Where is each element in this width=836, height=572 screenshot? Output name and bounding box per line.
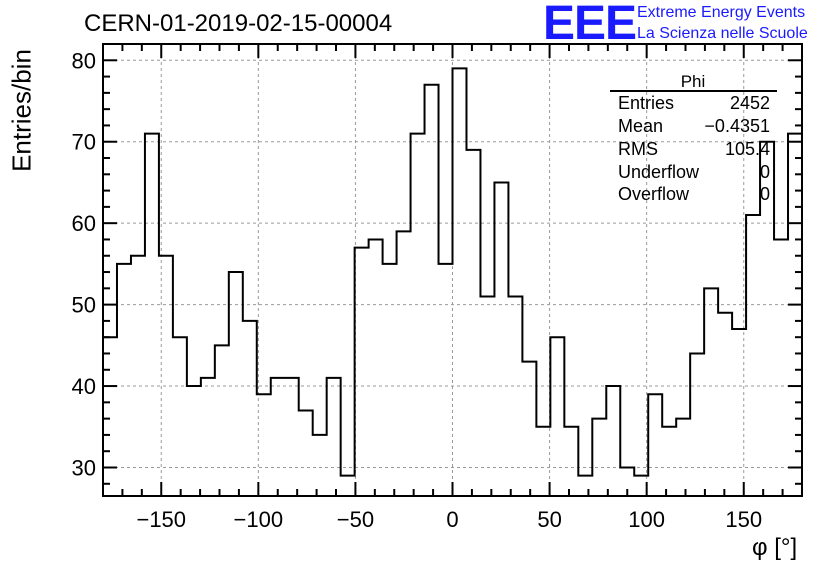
logo-line-1: Extreme Energy Events [637, 4, 806, 21]
stats-title: Phi [680, 72, 706, 91]
y-tick-label: 70 [72, 130, 96, 155]
y-tick-label: 40 [72, 374, 96, 399]
y-tick-labels: 30 40 50 60 70 80 [72, 48, 96, 480]
x-tick-label: 150 [725, 507, 762, 532]
histogram-line [102, 67, 802, 496]
y-tick-label: 30 [72, 455, 96, 480]
x-tick-label: 100 [628, 507, 665, 532]
x-tick-label: −100 [234, 507, 284, 532]
y-tick-label: 60 [72, 211, 96, 236]
logo-line-2: La Scienza nelle Scuole [637, 25, 808, 42]
eee-logo: EEE [543, 0, 637, 50]
stats-label: Mean [618, 116, 664, 136]
x-tick-labels: −150 −100 −50 0 50 100 150 [136, 507, 762, 532]
stats-value: −0.4351 [704, 116, 770, 136]
stats-label: RMS [618, 139, 658, 159]
y-tick-label: 50 [72, 293, 96, 318]
stats-label: Entries [618, 93, 675, 113]
x-tick-label: 50 [537, 507, 561, 532]
stats-label: Underflow [618, 162, 700, 182]
axis-ticks [103, 43, 802, 496]
stats-value: 2452 [729, 93, 770, 113]
stats-value: 0 [759, 184, 770, 204]
x-tick-label: −150 [136, 507, 186, 532]
stats-label: Overflow [618, 184, 690, 204]
x-tick-label: 0 [446, 507, 458, 532]
x-tick-label: −50 [337, 507, 374, 532]
plot-frame [102, 43, 803, 497]
x-axis-label: φ [°] [752, 534, 798, 561]
chart-title: CERN-01-2019-02-15-00004 [84, 10, 393, 37]
y-tick-label: 80 [72, 48, 96, 73]
stats-value: 105.4 [724, 139, 770, 159]
stats-value: 0 [759, 162, 770, 182]
y-axis-label: Entries/bin [6, 49, 37, 172]
